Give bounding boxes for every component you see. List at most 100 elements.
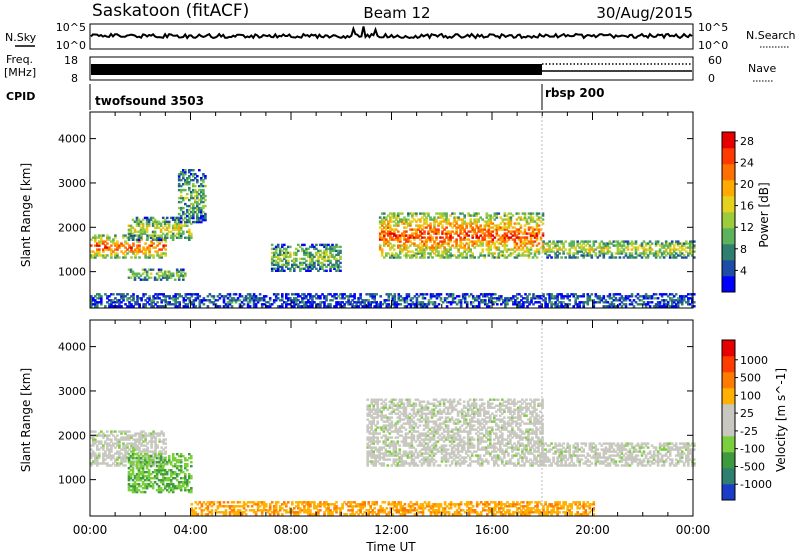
data-cell — [142, 448, 145, 451]
data-cell — [128, 297, 131, 300]
data-cell — [222, 305, 226, 308]
data-cell — [395, 301, 399, 304]
data-cell — [489, 220, 493, 223]
data-cell — [556, 244, 559, 247]
data-cell — [640, 252, 644, 255]
data-cell — [640, 303, 644, 306]
data-cell — [414, 462, 418, 465]
data-cell — [139, 485, 143, 488]
data-cell — [467, 248, 470, 251]
data-cell — [184, 305, 188, 308]
data-cell — [691, 246, 694, 249]
data-cell — [628, 303, 632, 306]
data-cell — [252, 295, 256, 298]
data-cell — [232, 299, 236, 302]
data-cell — [329, 245, 332, 249]
data-cell — [408, 400, 412, 403]
noise-left-tick-low: 10^0 — [56, 39, 86, 52]
data-cell — [416, 412, 420, 415]
data-cell — [337, 253, 340, 257]
data-cell — [100, 297, 103, 300]
data-cell — [293, 293, 296, 296]
data-cell — [421, 303, 425, 306]
data-cell — [339, 297, 342, 300]
data-cell — [186, 218, 189, 222]
data-cell — [654, 254, 658, 257]
data-cell — [295, 299, 298, 302]
data-cell — [693, 301, 696, 304]
data-cell — [676, 244, 680, 247]
data-cell — [167, 477, 171, 480]
data-cell — [135, 220, 139, 223]
data-cell — [409, 240, 412, 243]
data-cell — [158, 248, 161, 251]
data-cell — [475, 232, 478, 235]
data-cell — [139, 473, 143, 476]
data-cell — [392, 424, 396, 427]
data-cell — [147, 222, 151, 225]
data-cell — [317, 261, 320, 265]
data-cell — [632, 256, 636, 259]
data-cell — [535, 222, 539, 225]
data-cell — [134, 250, 137, 253]
data-cell — [137, 459, 141, 462]
data-cell — [586, 293, 590, 296]
data-cell — [408, 424, 412, 427]
data-cell — [598, 250, 602, 253]
data-cell — [473, 256, 476, 259]
data-cell — [518, 305, 521, 308]
data-cell — [492, 297, 495, 300]
data-cell — [497, 242, 501, 245]
data-cell — [437, 216, 440, 219]
data-cell — [562, 295, 565, 298]
data-cell — [393, 238, 396, 241]
data-cell — [385, 232, 388, 235]
data-cell — [268, 297, 272, 300]
data-cell — [532, 303, 535, 306]
data-cell — [144, 444, 147, 447]
data-cell — [501, 250, 505, 253]
data-cell — [515, 212, 519, 215]
data-cell — [129, 455, 133, 458]
data-cell — [179, 477, 183, 480]
data-cell — [445, 212, 448, 215]
data-cell — [570, 293, 573, 296]
data-cell — [158, 440, 161, 443]
data-cell — [691, 293, 694, 296]
data-cell — [337, 251, 340, 255]
data-cell — [100, 238, 103, 241]
data-cell — [620, 297, 624, 300]
data-cell — [131, 463, 135, 466]
data-cell — [465, 301, 469, 304]
data-cell — [400, 430, 404, 433]
data-cell — [366, 444, 369, 447]
data-cell — [131, 455, 135, 458]
data-cell — [164, 244, 167, 247]
data-cell — [387, 242, 390, 245]
data-cell — [152, 236, 155, 239]
data-cell — [409, 254, 412, 257]
data-cell — [162, 438, 165, 441]
data-cell — [137, 224, 141, 227]
data-cell — [116, 434, 119, 437]
data-cell — [481, 230, 484, 233]
data-cell — [126, 452, 129, 455]
data-cell — [608, 303, 612, 306]
data-cell — [98, 250, 101, 253]
data-cell — [564, 295, 567, 298]
data-cell — [218, 297, 222, 300]
data-cell — [98, 301, 101, 304]
data-cell — [394, 448, 398, 451]
data-cell — [293, 267, 296, 270]
data-cell — [463, 216, 466, 219]
data-cell — [588, 295, 592, 298]
data-cell — [491, 238, 495, 241]
data-cell — [135, 216, 139, 220]
data-cell — [560, 293, 563, 296]
data-cell — [132, 299, 135, 302]
data-cell — [161, 473, 165, 476]
data-cell — [380, 426, 383, 429]
data-cell — [163, 473, 167, 476]
data-cell — [140, 238, 143, 241]
data-cell — [612, 240, 616, 243]
